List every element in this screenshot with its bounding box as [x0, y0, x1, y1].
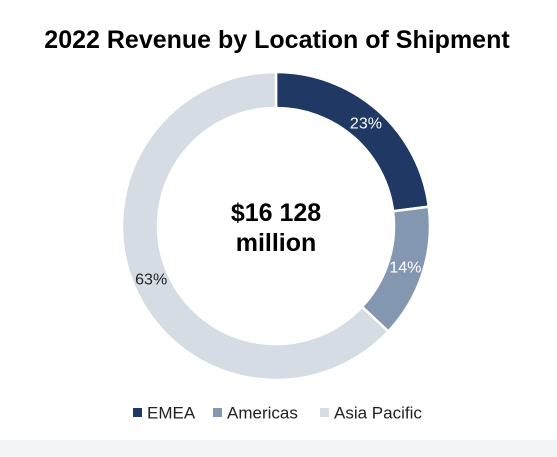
slice-emea	[274, 70, 431, 213]
data-label-americas: 14%	[389, 260, 421, 277]
slice-asia-pacific	[120, 70, 391, 382]
legend-swatch-emea	[133, 408, 142, 417]
legend-label-americas: Americas	[227, 404, 298, 423]
data-labels: 23% 14% 63%	[135, 115, 421, 288]
donut-slices	[120, 70, 432, 382]
bottom-strip	[0, 440, 557, 457]
chart-title: 2022 Revenue by Location of Shipment	[44, 26, 510, 54]
data-label-emea: 23%	[350, 115, 382, 132]
donut-chart: 2022 Revenue by Location of Shipment 23%…	[44, 26, 511, 423]
legend-label-emea: EMEA	[147, 404, 196, 423]
data-label-asia-pacific: 63%	[135, 272, 167, 289]
legend-label-asia-pacific: Asia Pacific	[334, 404, 422, 423]
center-total-unit: million	[236, 229, 317, 257]
legend: EMEA Americas Asia Pacific	[133, 404, 422, 423]
center-total-value: $16 128	[231, 199, 321, 227]
legend-swatch-americas	[213, 408, 222, 417]
legend-swatch-asia-pacific	[320, 408, 329, 417]
